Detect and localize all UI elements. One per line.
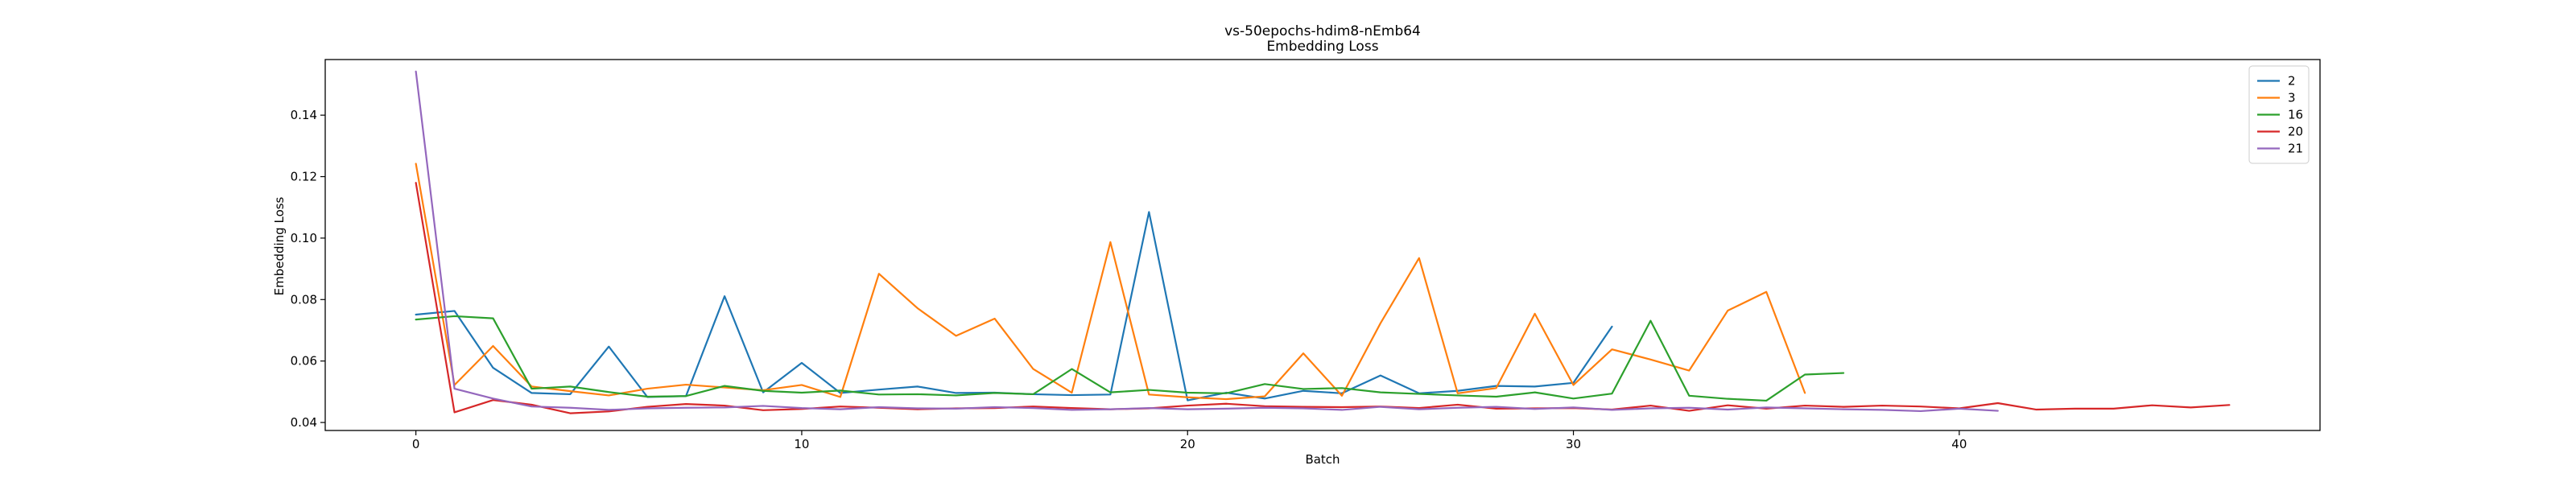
x-tick-label: 0 <box>412 437 420 451</box>
series-line-3 <box>415 163 1806 401</box>
y-tick-label: 0.10 <box>291 231 317 245</box>
y-tick-label: 0.08 <box>291 292 317 307</box>
legend-label-3: 3 <box>2288 91 2296 105</box>
y-tick-label: 0.14 <box>291 108 317 122</box>
x-tick-label: 10 <box>794 437 809 451</box>
series-line-16 <box>415 315 1845 402</box>
x-tick-label: 40 <box>1951 437 1967 451</box>
chart-subtitle: Embedding Loss <box>1266 39 1378 55</box>
y-tick-label: 0.04 <box>291 415 317 430</box>
chart-title: vs-50epochs-hdim8-nEmb64 <box>1224 23 1421 39</box>
series-line-21 <box>415 70 1999 413</box>
legend-label-20: 20 <box>2288 125 2303 139</box>
legend-label-2: 2 <box>2288 74 2296 89</box>
legend-label-21: 21 <box>2288 142 2303 156</box>
series-line-20 <box>415 182 2231 414</box>
x-axis-label: Batch <box>1305 452 1340 467</box>
y-tick-label: 0.06 <box>291 354 317 369</box>
y-tick-label: 0.12 <box>291 170 317 184</box>
x-tick-label: 20 <box>1180 437 1195 451</box>
plot-area: 0 10 20 30 40 0.04 0.06 0.08 0.10 0.12 0.14 <box>291 59 2321 451</box>
x-tick-label: 30 <box>1566 437 1581 451</box>
legend: 2 3 16 20 21 <box>2248 65 2310 164</box>
axes-frame <box>324 59 2321 431</box>
legend-label-16: 16 <box>2288 108 2303 122</box>
y-axis-label: Embedding Loss <box>272 196 287 295</box>
